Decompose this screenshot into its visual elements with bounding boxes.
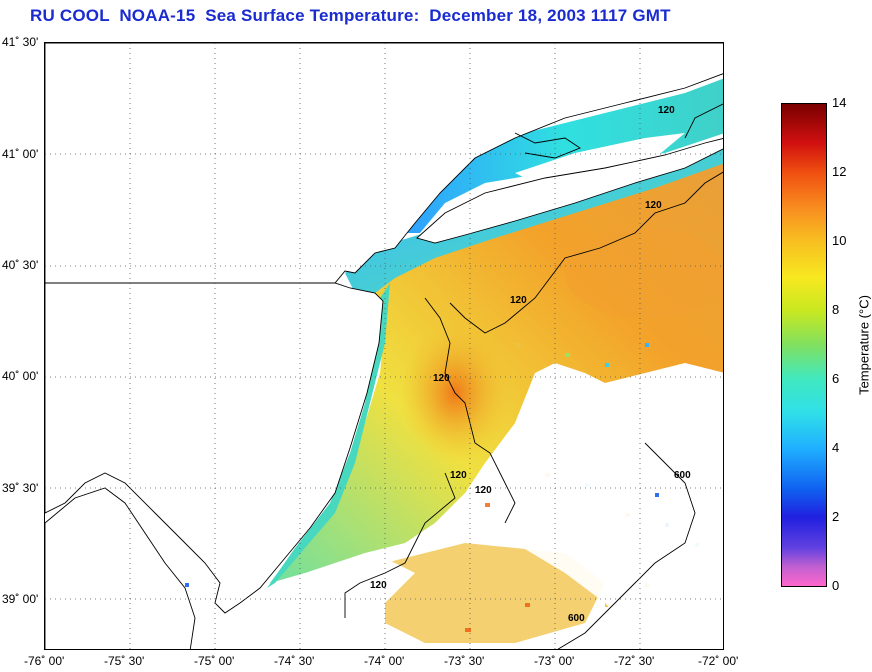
temperature-colorbar [781, 103, 827, 587]
graticule [45, 43, 723, 649]
no-data-gap [515, 133, 685, 183]
land-long-island [416, 138, 723, 244]
map-title: RU COOL NOAA-15 Sea Surface Temperature:… [30, 6, 671, 25]
bathymetry-contours [344, 103, 723, 649]
no-data-gap [285, 558, 415, 618]
sst-map-canvas: 120 120 120 120 120 120 120 600 600 [45, 43, 723, 649]
colorbar-tick: 14 [832, 95, 847, 110]
colorbar-tick: 10 [832, 233, 847, 248]
land-nj [45, 282, 384, 614]
contour-label: 600 [674, 470, 691, 481]
lat-label: 41˚ 00' [2, 147, 39, 161]
warm-offshore [565, 228, 723, 318]
contour-line [424, 297, 516, 524]
contour-label: 120 [370, 580, 387, 591]
contour-label: 120 [658, 105, 675, 116]
lon-label: -76˚ 00' [24, 654, 65, 668]
lon-label: -72˚ 00' [698, 654, 739, 668]
colorbar-tick: 12 [832, 164, 847, 179]
contour-label: 120 [475, 485, 492, 496]
contour-labels: 120 120 120 120 120 120 120 600 600 [370, 105, 691, 624]
colorbar-tick: 2 [832, 509, 840, 524]
land-delmarva [45, 487, 196, 649]
contour-label: 120 [433, 373, 450, 384]
lon-label: -74˚ 30' [274, 654, 315, 668]
no-data-gap [505, 463, 723, 649]
contour-line [344, 472, 456, 618]
contour-label: 120 [645, 200, 662, 211]
contour-line [684, 103, 723, 139]
lon-label: -72˚ 30' [614, 654, 655, 668]
lat-label: 41˚ 30' [2, 35, 39, 49]
contour-line [514, 132, 581, 159]
lon-label: -73˚ 30' [444, 654, 485, 668]
colorbar-tick: 6 [832, 371, 840, 386]
lon-label: -73˚ 00' [534, 654, 575, 668]
lon-label: -74˚ 00' [364, 654, 405, 668]
colorbar-tick: 4 [832, 440, 840, 455]
lat-label: 40˚ 00' [2, 369, 39, 383]
land-ny-ct [45, 43, 723, 284]
contour-label: 120 [510, 295, 527, 306]
colorbar-tick: 8 [832, 302, 840, 317]
colorbar-tick: 0 [832, 578, 840, 593]
colorbar-title: Temperature (°C) [856, 295, 872, 395]
contour-label: 120 [450, 470, 467, 481]
lat-label: 39˚ 30' [2, 481, 39, 495]
lon-label: -75˚ 00' [194, 654, 235, 668]
contour-label: 600 [568, 613, 585, 624]
sst-field [185, 78, 723, 649]
south-patch [385, 543, 605, 643]
lat-label: 40˚ 30' [2, 258, 39, 272]
lon-label: -75˚ 30' [104, 654, 145, 668]
lat-label: 39˚ 00' [2, 592, 39, 606]
contour-line [557, 442, 696, 649]
contour-line [449, 171, 723, 334]
land [45, 43, 723, 649]
long-island-sound [405, 78, 723, 233]
sst-map[interactable]: 120 120 120 120 120 120 120 600 600 [44, 42, 724, 650]
